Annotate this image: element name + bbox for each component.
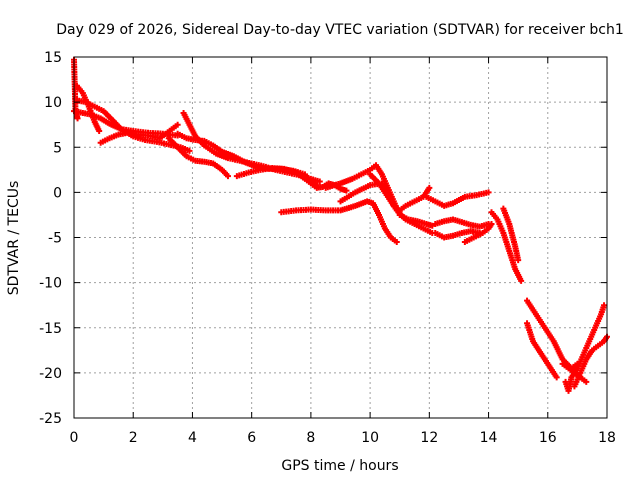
y-tick-label: 0 [53, 185, 62, 201]
series-track-18 [461, 220, 495, 246]
data-point [583, 378, 590, 385]
axis-ticks: 0 2 4 6 8 10 12 14 16 18 15 10 5 0 -5 -10 -15 -20 -25 [39, 50, 616, 446]
data-point [601, 302, 608, 309]
x-tick-label: 16 [539, 430, 557, 446]
series-track-15 [432, 216, 492, 230]
x-axis-label: GPS time / hours [281, 458, 398, 474]
y-tick-label: 10 [44, 95, 62, 111]
series-track-17 [423, 189, 492, 209]
chart-title: Day 029 of 2026, Sidereal Day-to-day VTE… [56, 22, 624, 38]
data-point [316, 178, 323, 185]
series-track-22 [524, 320, 560, 381]
data-point [174, 121, 181, 128]
y-tick-label: 15 [44, 50, 62, 66]
data-point [393, 239, 400, 246]
series-track-9 [233, 165, 320, 189]
data-point [343, 187, 350, 194]
y-axis-label: SDTVAR / TECUs [6, 181, 22, 296]
data-point [426, 184, 433, 191]
series-track-19 [488, 209, 525, 284]
series-track-5 [97, 121, 181, 146]
data-point [515, 257, 522, 264]
data-point [186, 147, 193, 154]
series-track-25 [559, 360, 590, 385]
y-tick-label: -10 [39, 276, 62, 292]
series-track-20 [500, 205, 522, 264]
y-tick-label: -5 [48, 231, 62, 247]
grid-lines [74, 57, 607, 418]
y-tick-label: 5 [53, 140, 62, 156]
data-point [74, 115, 81, 122]
x-tick-label: 8 [306, 430, 315, 446]
x-tick-label: 6 [247, 430, 256, 446]
data-point [553, 374, 560, 381]
series-track-11 [278, 198, 400, 246]
data-point [224, 173, 231, 180]
x-tick-label: 18 [598, 430, 616, 446]
y-tick-label: -20 [39, 366, 62, 382]
data-point [518, 277, 525, 284]
series-track-8 [165, 135, 231, 180]
x-tick-label: 2 [129, 430, 138, 446]
data-point [485, 189, 492, 196]
series-track-16 [432, 228, 483, 241]
x-tick-label: 10 [361, 430, 379, 446]
y-tick-label: -15 [39, 321, 62, 337]
x-tick-label: 14 [480, 430, 498, 446]
data-point [96, 128, 103, 135]
data-points [71, 56, 610, 394]
x-tick-label: 12 [420, 430, 438, 446]
y-tick-label: -25 [39, 411, 62, 427]
series-track-14 [367, 171, 436, 236]
x-tick-label: 4 [188, 430, 197, 446]
data-point [488, 220, 495, 227]
x-tick-label: 0 [70, 430, 79, 446]
series-track-24 [571, 333, 610, 390]
